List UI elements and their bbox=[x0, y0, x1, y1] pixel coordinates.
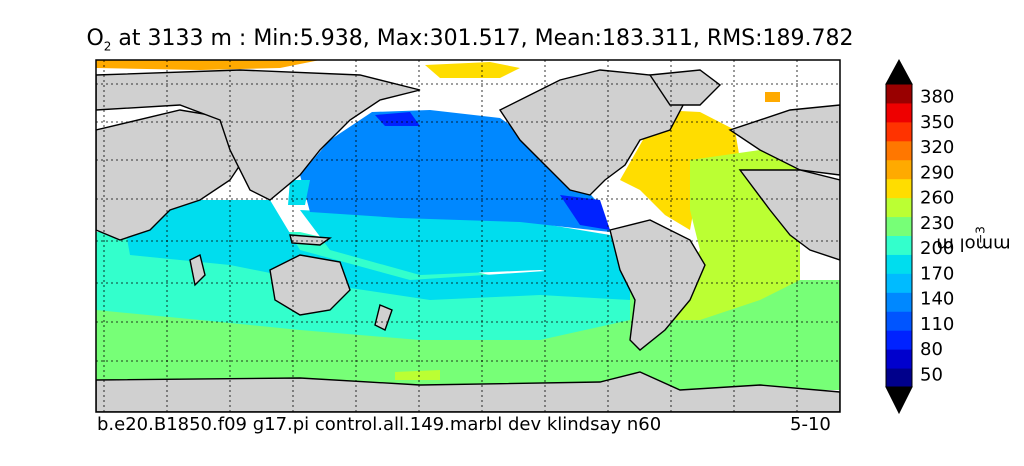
colorbar-tick-label: 290 bbox=[920, 162, 954, 183]
title-stats: at 3133 m : Min:5.938, Max:301.517, Mean… bbox=[111, 26, 854, 51]
field-arctic-yellow bbox=[425, 62, 520, 78]
colorbar-segment bbox=[886, 216, 912, 236]
colorbar-tick-label: 170 bbox=[920, 263, 954, 284]
plot-title: O2 at 3133 m : Min:5.938, Max:301.517, M… bbox=[0, 26, 940, 53]
colorbar-segment bbox=[886, 273, 912, 293]
colorbar-tick-label: 140 bbox=[920, 289, 954, 310]
field-pacific-cyan bbox=[300, 210, 630, 285]
colorbar-segment bbox=[886, 140, 912, 161]
colorbar-segment bbox=[886, 330, 912, 350]
africa-east bbox=[738, 169, 840, 261]
colorbar-segment bbox=[886, 292, 912, 312]
field-arctic-orange bbox=[96, 60, 320, 70]
field-arctic-orange-east bbox=[765, 92, 780, 102]
colorbar-segment bbox=[886, 178, 912, 199]
field-east-pacific-darkblue bbox=[560, 195, 610, 230]
field-kuril-darkblue bbox=[375, 112, 420, 126]
colorbar-tick-label: 320 bbox=[920, 137, 954, 158]
field-north-atlantic-yellow bbox=[620, 110, 740, 230]
field-north-pacific-blue bbox=[300, 110, 610, 232]
antarctica bbox=[96, 371, 840, 412]
indonesia bbox=[289, 234, 333, 246]
madagascar bbox=[189, 253, 206, 287]
colorbar-segment bbox=[886, 235, 912, 255]
map-frame bbox=[95, 59, 841, 413]
colorbar-segment bbox=[886, 311, 912, 331]
colorbar-tick-label: 50 bbox=[920, 364, 943, 385]
colorbar-tick-label: 230 bbox=[920, 213, 954, 234]
land-masses bbox=[96, 69, 840, 412]
colorbar-segment bbox=[886, 159, 912, 180]
colorbar-unit: mmol m bbox=[936, 233, 1011, 255]
colorbar-frame bbox=[885, 83, 913, 388]
colorbar-segment bbox=[886, 368, 912, 388]
australia bbox=[269, 254, 351, 316]
gridlines bbox=[96, 60, 840, 412]
map-area bbox=[96, 60, 840, 412]
south-america bbox=[609, 219, 706, 351]
title-variable: O bbox=[86, 26, 104, 51]
colorbar-segment bbox=[886, 197, 912, 218]
eurasia bbox=[96, 69, 421, 201]
title-subscript: 2 bbox=[103, 39, 112, 54]
colorbar-tick-label: 260 bbox=[920, 188, 954, 209]
case-name: b.e20.B1850.f09 g17.pi control.all.149.m… bbox=[97, 414, 662, 435]
europe bbox=[728, 104, 840, 176]
colorbar: 50 80 110 140 170 200 230 260 290 320 350 380 bbox=[885, 58, 954, 415]
colorbar-tick-label: 380 bbox=[920, 87, 954, 108]
colorbar-segment bbox=[886, 349, 912, 369]
field-phil-cyan bbox=[288, 180, 310, 205]
colorbar-tick-label: 110 bbox=[920, 314, 954, 335]
colorbar-extend-min bbox=[885, 386, 913, 415]
colorbar-tick-label: 80 bbox=[920, 339, 943, 360]
greenland bbox=[648, 69, 722, 106]
field-indian-cyan bbox=[120, 200, 630, 300]
field-antarctic-yellowgreen bbox=[395, 370, 440, 380]
colorbar-tick-label: 350 bbox=[920, 112, 954, 133]
colorbar-extend-max bbox=[885, 58, 913, 85]
colorbar-segment bbox=[886, 254, 912, 274]
new-zealand bbox=[374, 304, 393, 331]
colorbar-tick-label: 200 bbox=[920, 238, 954, 259]
colorbar-segment bbox=[886, 102, 912, 123]
year-range: 5-10 bbox=[790, 414, 831, 435]
colorbar-segment bbox=[886, 84, 912, 104]
colorbar-segment bbox=[886, 121, 912, 142]
